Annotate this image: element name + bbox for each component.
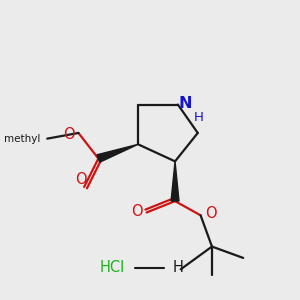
Text: O: O bbox=[76, 172, 87, 187]
Text: HCl: HCl bbox=[100, 260, 125, 275]
Text: O: O bbox=[206, 206, 217, 221]
Text: O: O bbox=[131, 204, 142, 219]
Polygon shape bbox=[97, 144, 138, 162]
Text: N: N bbox=[178, 96, 192, 111]
Text: H: H bbox=[172, 260, 183, 275]
Polygon shape bbox=[171, 161, 179, 201]
Text: methyl: methyl bbox=[4, 134, 40, 144]
Text: H: H bbox=[194, 111, 204, 124]
Text: O: O bbox=[63, 127, 74, 142]
